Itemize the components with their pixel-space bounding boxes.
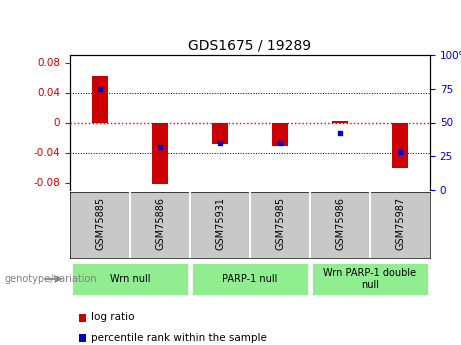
Text: GSM75985: GSM75985 xyxy=(275,197,285,250)
Text: genotype/variation: genotype/variation xyxy=(5,274,97,284)
Bar xyxy=(391,122,408,168)
Bar xyxy=(152,122,168,184)
Text: GSM75986: GSM75986 xyxy=(335,197,345,250)
Text: log ratio: log ratio xyxy=(91,312,134,322)
FancyBboxPatch shape xyxy=(311,262,429,296)
FancyBboxPatch shape xyxy=(191,262,309,296)
Text: PARP-1 null: PARP-1 null xyxy=(222,274,278,284)
Bar xyxy=(272,122,289,146)
Bar xyxy=(79,314,86,322)
Text: GSM75886: GSM75886 xyxy=(155,197,165,250)
Text: percentile rank within the sample: percentile rank within the sample xyxy=(91,333,266,343)
Text: Wrn PARP-1 double
null: Wrn PARP-1 double null xyxy=(324,268,417,290)
Title: GDS1675 / 19289: GDS1675 / 19289 xyxy=(189,38,312,52)
Bar xyxy=(331,121,349,122)
Bar xyxy=(79,334,86,342)
Text: GSM75987: GSM75987 xyxy=(395,197,405,250)
Text: GSM75885: GSM75885 xyxy=(95,197,105,250)
Text: GSM75931: GSM75931 xyxy=(215,197,225,250)
Bar xyxy=(212,122,228,144)
Text: Wrn null: Wrn null xyxy=(110,274,150,284)
FancyBboxPatch shape xyxy=(71,262,189,296)
Bar xyxy=(92,76,108,122)
